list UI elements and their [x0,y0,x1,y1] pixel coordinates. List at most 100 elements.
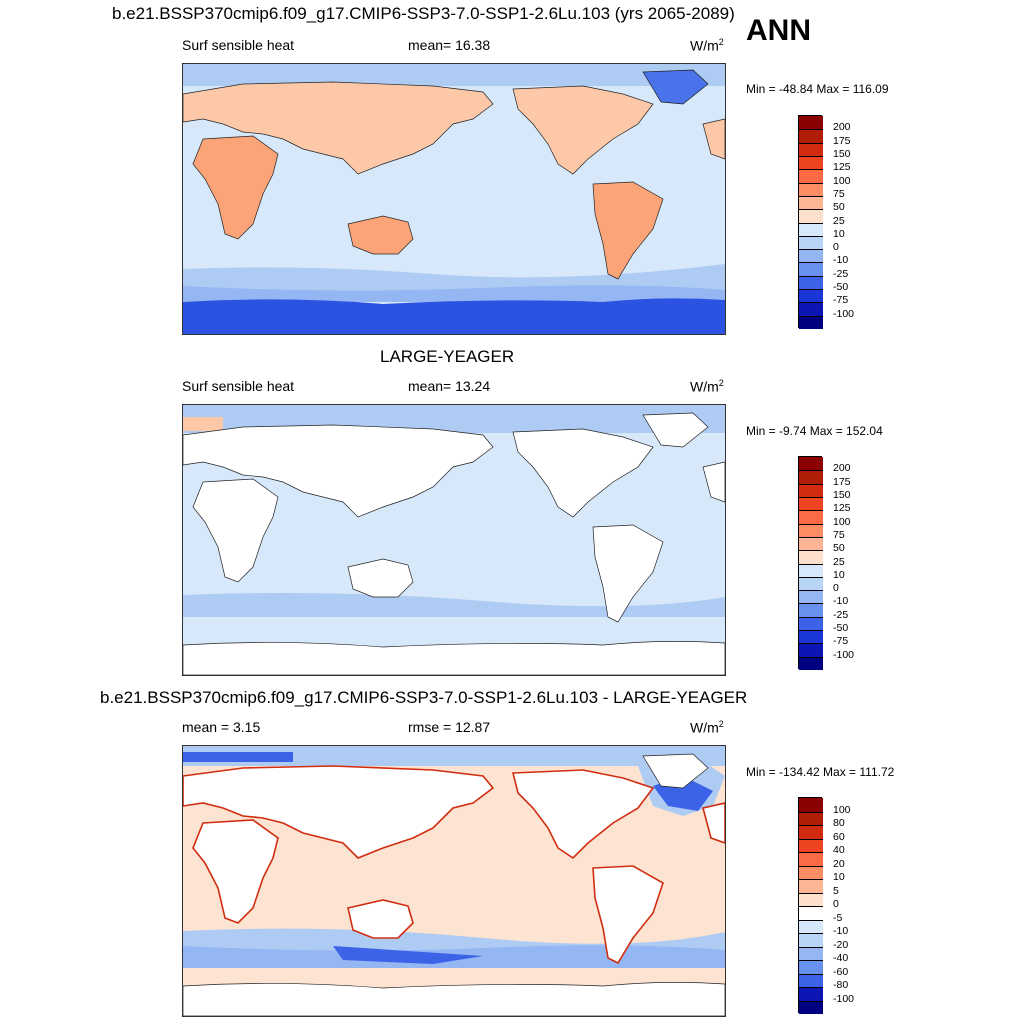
colorbar-tick-label: 0 [833,582,839,595]
north-america [512,85,654,175]
colorbar-tick-label: 100 [833,174,851,187]
colorbar-swatch [799,496,823,511]
south-america [592,181,664,280]
colorbar-tick-label: -60 [833,965,849,978]
colorbar-swatch [799,892,823,906]
colorbar-swatch [799,933,823,947]
colorbar-tick-label: 80 [833,817,845,829]
colorbar-swatch [799,576,823,591]
panel2-map-svg [183,405,725,675]
colorbar-tick-label: 25 [833,555,845,568]
colorbar-swatch [799,825,823,839]
colorbar-swatch [799,457,823,471]
colorbar-swatch [799,630,823,644]
colorbar-tick-label: 175 [833,134,851,147]
colorbar-swatch [799,195,823,210]
colorbar-tick-label: -20 [833,938,849,951]
colorbar-swatch [799,987,823,1001]
colorbar-tick-label: -75 [833,635,849,648]
colorbar-swatch [799,852,823,866]
australia [347,215,414,255]
colorbar-swatch [799,1000,823,1014]
panel2-mean: mean= 13.24 [408,378,491,394]
colorbar-tick-label: -80 [833,979,849,991]
colorbar-swatch [799,302,823,316]
panel3-title: b.e21.BSSP370cmip6.f09_g17.CMIP6-SSP3-7.… [100,688,748,707]
colorbar-tick-label: 75 [833,528,845,541]
colorbar-tick-label: -40 [833,952,849,964]
colorbar-tick-label: 10 [833,227,845,240]
panel3-rmse: rmse = 12.87 [408,719,491,735]
arctic-band [183,64,725,86]
antarctica [183,298,725,334]
eurasia [183,81,494,175]
colorbar-tick-label: -75 [833,294,849,307]
colorbar-swatch [799,523,823,537]
panel1-colorbar [798,115,823,329]
colorbar-swatch [799,906,823,920]
colorbar-swatch [799,129,823,143]
colorbar-tick-label: -10 [833,595,849,608]
colorbar-tick-label: 60 [833,830,845,843]
colorbar-swatch [799,643,823,657]
panel2-map [182,404,726,676]
colorbar-tick-label: -10 [833,925,849,937]
colorbar-swatch [799,798,823,812]
colorbar-swatch [799,603,823,617]
colorbar-swatch [799,590,823,604]
colorbar-swatch [799,262,823,276]
panel1-minmax: Min = -48.84 Max = 116.09 [746,82,889,96]
panel1-units: W/m2 [690,37,724,54]
colorbar-swatch [799,838,823,852]
colorbar-tick-label: 175 [833,475,851,488]
colorbar-tick-label: -5 [833,911,843,924]
colorbar-tick-label: -10 [833,254,849,267]
colorbar-tick-label: -100 [833,307,855,320]
colorbar-swatch [799,973,823,987]
colorbar-swatch [799,510,823,524]
colorbar-tick-label: 5 [833,884,839,897]
colorbar-swatch [799,155,823,170]
panel2-colorbar [798,456,823,670]
panel2-minmax: Min = -9.74 Max = 152.04 [746,424,883,438]
panel2-title: LARGE-YEAGER [380,347,515,366]
colorbar-tick-label: -100 [833,648,855,661]
colorbar-swatch [799,249,823,263]
colorbar-swatch [799,209,823,223]
colorbar-swatch [799,919,823,933]
colorbar-tick-label: 50 [833,542,845,555]
colorbar-tick-label: 20 [833,857,845,870]
colorbar-swatch [799,142,823,156]
colorbar-tick-label: 10 [833,568,845,581]
colorbar-tick-label: 0 [833,898,839,910]
panel1-mean: mean= 16.38 [408,37,491,53]
colorbar-swatch [799,222,823,236]
colorbar-tick-label: -25 [833,267,849,280]
colorbar-swatch [799,550,823,564]
panel2-variable: Surf sensible heat [182,378,295,394]
colorbar-swatch [799,865,823,879]
colorbar-tick-label: 150 [833,147,851,160]
panel3-map [182,745,726,1017]
colorbar-tick-label: 75 [833,187,845,200]
colorbar-tick-label: 50 [833,201,845,214]
colorbar-tick-label: 10 [833,871,845,883]
season-label: ANN [746,14,811,47]
panel2-units: W/m2 [690,378,724,395]
panel3-minmax: Min = -134.42 Max = 111.72 [746,765,895,779]
colorbar-swatch [799,483,823,497]
page-title: b.e21.BSSP370cmip6.f09_g17.CMIP6-SSP3-7.… [112,4,735,23]
colorbar-tick-label: -100 [833,992,855,1005]
colorbar-swatch [799,656,823,670]
panel1-map-svg [183,64,725,334]
panel3-map-svg [183,746,725,1016]
colorbar-swatch [799,116,823,130]
colorbar-swatch [799,289,823,303]
colorbar-tick-label: 100 [833,515,851,528]
panel3-colorbar [798,797,823,1014]
colorbar-swatch [799,946,823,960]
colorbar-tick-label: -25 [833,608,849,621]
panel1-variable: Surf sensible heat [182,37,295,53]
colorbar-swatch [799,536,823,551]
colorbar-swatch [799,275,823,290]
